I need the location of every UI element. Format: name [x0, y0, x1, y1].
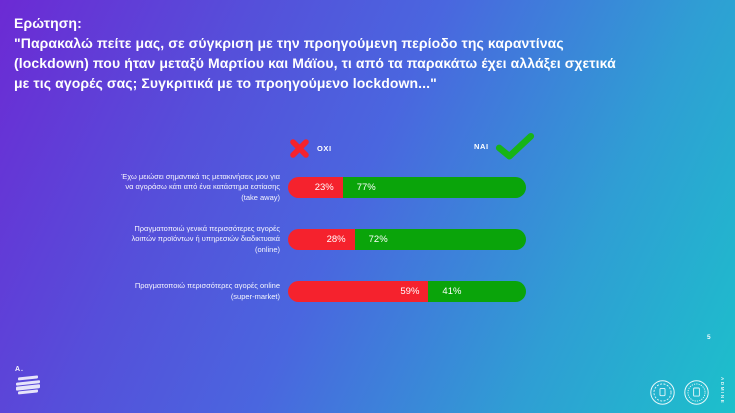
bar-segment-yes: 77%: [342, 177, 526, 198]
red-x-icon: [290, 139, 309, 158]
question-label: Ερώτηση:: [14, 15, 82, 31]
green-checkmark-icon: [495, 133, 534, 160]
bar-segment-no: 23%: [288, 177, 343, 198]
bar-segment-yes: 41%: [428, 281, 526, 302]
stacked-bar: 28% 72%: [288, 229, 526, 250]
stacked-bar: 23% 77%: [288, 177, 526, 198]
question-line-2: (lockdown) που ήταν μεταξύ Μαρτίου και Μ…: [14, 55, 616, 71]
legend-yes-label: ΝΑΙ: [474, 142, 489, 151]
bar-segment-yes: 72%: [354, 229, 526, 250]
legend-yes: ΝΑΙ: [474, 133, 535, 160]
circular-emblem-icon: [650, 379, 675, 405]
category-label: Πραγματοποιώ περισσότερες αγορές online …: [134, 281, 280, 301]
stacked-bar: 59% 41%: [288, 281, 526, 302]
category-label: Πραγματοποιώ γενικά περισσότερες αγορές …: [131, 223, 280, 254]
bar-row: Έχω μειώσει σημαντικά τις μετακινήσεις μ…: [118, 172, 526, 203]
agency-vertical-text: ADMINE: [720, 377, 725, 405]
bar-segment-no: 59%: [288, 281, 429, 302]
value-label-yes: 41%: [442, 286, 462, 297]
value-label-yes: 72%: [368, 234, 388, 245]
question-line-1: "Παρακαλώ πείτε μας, σε σύγκριση με την …: [14, 35, 564, 51]
value-label-no: 59%: [400, 286, 420, 297]
category-label: Έχω μειώσει σημαντικά τις μετακινήσεις μ…: [121, 171, 280, 202]
bar-row: Πραγματοποιώ γενικά περισσότερες αγορές …: [118, 224, 526, 255]
footer-emblems: ADMINE: [649, 377, 725, 407]
bar-row: Πραγματοποιώ περισσότερες αγορές online …: [118, 276, 526, 307]
legend-no: ΟΧΙ: [289, 139, 332, 158]
question-line-3: με τις αγορές σας; Συγκριτικά με το προη…: [14, 75, 437, 91]
value-label-no: 28%: [326, 234, 346, 245]
value-label-no: 23%: [314, 182, 334, 193]
page-number: 5: [707, 334, 711, 341]
legend-no-label: ΟΧΙ: [317, 144, 332, 153]
circular-emblem-icon: [684, 379, 709, 405]
bar-segment-no: 28%: [288, 229, 355, 250]
value-label-yes: 77%: [356, 182, 376, 193]
question-title: Ερώτηση: "Παρακαλώ πείτε μας, σε σύγκρισ…: [14, 13, 616, 93]
footer-logo: A.: [15, 366, 49, 395]
cube-logo-icon: [15, 374, 49, 395]
footer-logo-mark: A.: [15, 366, 24, 373]
